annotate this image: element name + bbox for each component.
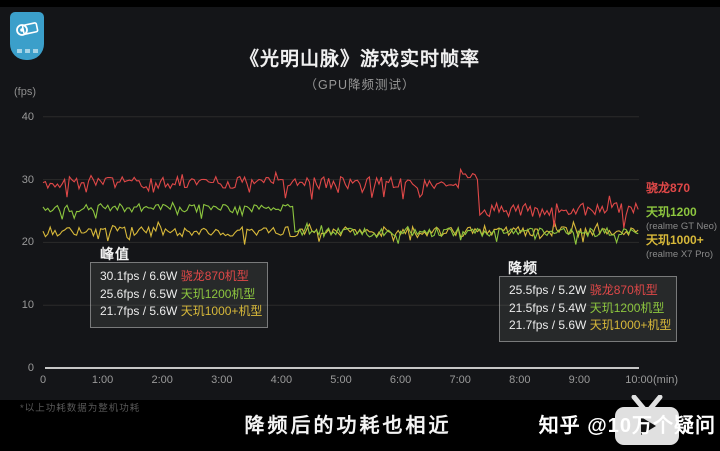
legend-label: 天玑1000+ [646,233,704,247]
x-tick-label: 3:00 [211,374,233,386]
legend-sublabel: (realme GT Neo) [646,221,718,232]
peak-row: 30.1fps / 6.6W 骁龙870机型 [100,269,249,283]
peak-box-title: 峰值 [100,246,130,262]
channel-badge [10,12,44,60]
throttled-annotation-box: 25.5fps / 5.2W 骁龙870机型 21.5fps / 5.4W 天玑… [499,276,677,342]
legend-item-dimensity1000plus: 天玑1000+ (realme X7 Pro) [646,231,713,260]
badge-text-marks [16,48,38,53]
x-tick-label: 10:00 [625,374,653,386]
tv-icon [612,394,682,451]
peak-row: 21.7fps / 5.6W 天玑1000+机型 [100,304,263,318]
throttled-row: 21.5fps / 5.4W 天玑1200机型 [509,300,665,315]
bottom-caption: 降频后的功耗也相近 [244,415,452,437]
x-tick-label: 5:00 [330,374,352,386]
throttled-box-title: 降频 [508,260,538,276]
bottom-letterbox [0,400,720,451]
x-tick-label: 8:00 [509,374,531,386]
legend-item-snapdragon870: 骁龙870 [646,179,690,197]
y-tick-label: 20 [21,236,34,249]
throttled-row: 25.5fps / 5.2W 骁龙870机型 [509,283,658,297]
x-tick-label: 1:00 [91,374,114,386]
x-tick-label: 0 [39,374,47,386]
watermark-brand: 知乎 [538,415,581,437]
throttled-row: 21.7fps / 5.6W 天玑1000+机型 [509,318,672,332]
y-tick-label: 10 [21,299,34,312]
y-tick-label: 30 [21,173,34,186]
legend-label: 天玑1200 [646,205,697,219]
y-axis-unit: (fps) [14,86,36,98]
x-tick-label: 4:00 [270,374,293,386]
peak-row: 25.6fps / 6.5W 天玑1200机型 [100,286,256,301]
watermark: 知乎 @10万个疑问 [539,409,716,438]
legend-item-dimensity1200: 天玑1200 (realme GT Neo) [646,203,717,232]
camera-icon [15,20,39,45]
fps-line-骁龙870 [42,167,639,228]
fps-line-天玑1200 [42,201,639,245]
chart-subtitle: （GPU降频测试） [304,78,416,92]
x-tick-label: 6:00 [389,374,412,386]
y-tick-label: 40 [21,110,34,123]
y-tick-label: 0 [27,362,34,374]
fps-line-天玑1000+ [42,220,639,245]
peak-annotation-box: 30.1fps / 6.6W 骁龙870机型 25.6fps / 6.5W 天玑… [90,262,268,328]
legend-sublabel: (realme X7 Pro) [646,249,714,260]
watermark-handle: @10万个疑问 [587,415,716,437]
x-tick-label: 7:00 [449,374,471,386]
gridlines [43,116,639,369]
series-lines [42,167,639,245]
power-footnote: *以上功耗数据为整机功耗 [20,403,141,414]
top-letterbox [0,0,720,7]
x-tick-label: 2:00 [151,374,173,386]
chart-title: 《光明山脉》游戏实时帧率 [239,49,480,70]
x-tick-label: 9:00 [568,374,591,386]
x-axis-unit: (min) [653,374,679,386]
legend-label: 骁龙870 [646,181,691,195]
